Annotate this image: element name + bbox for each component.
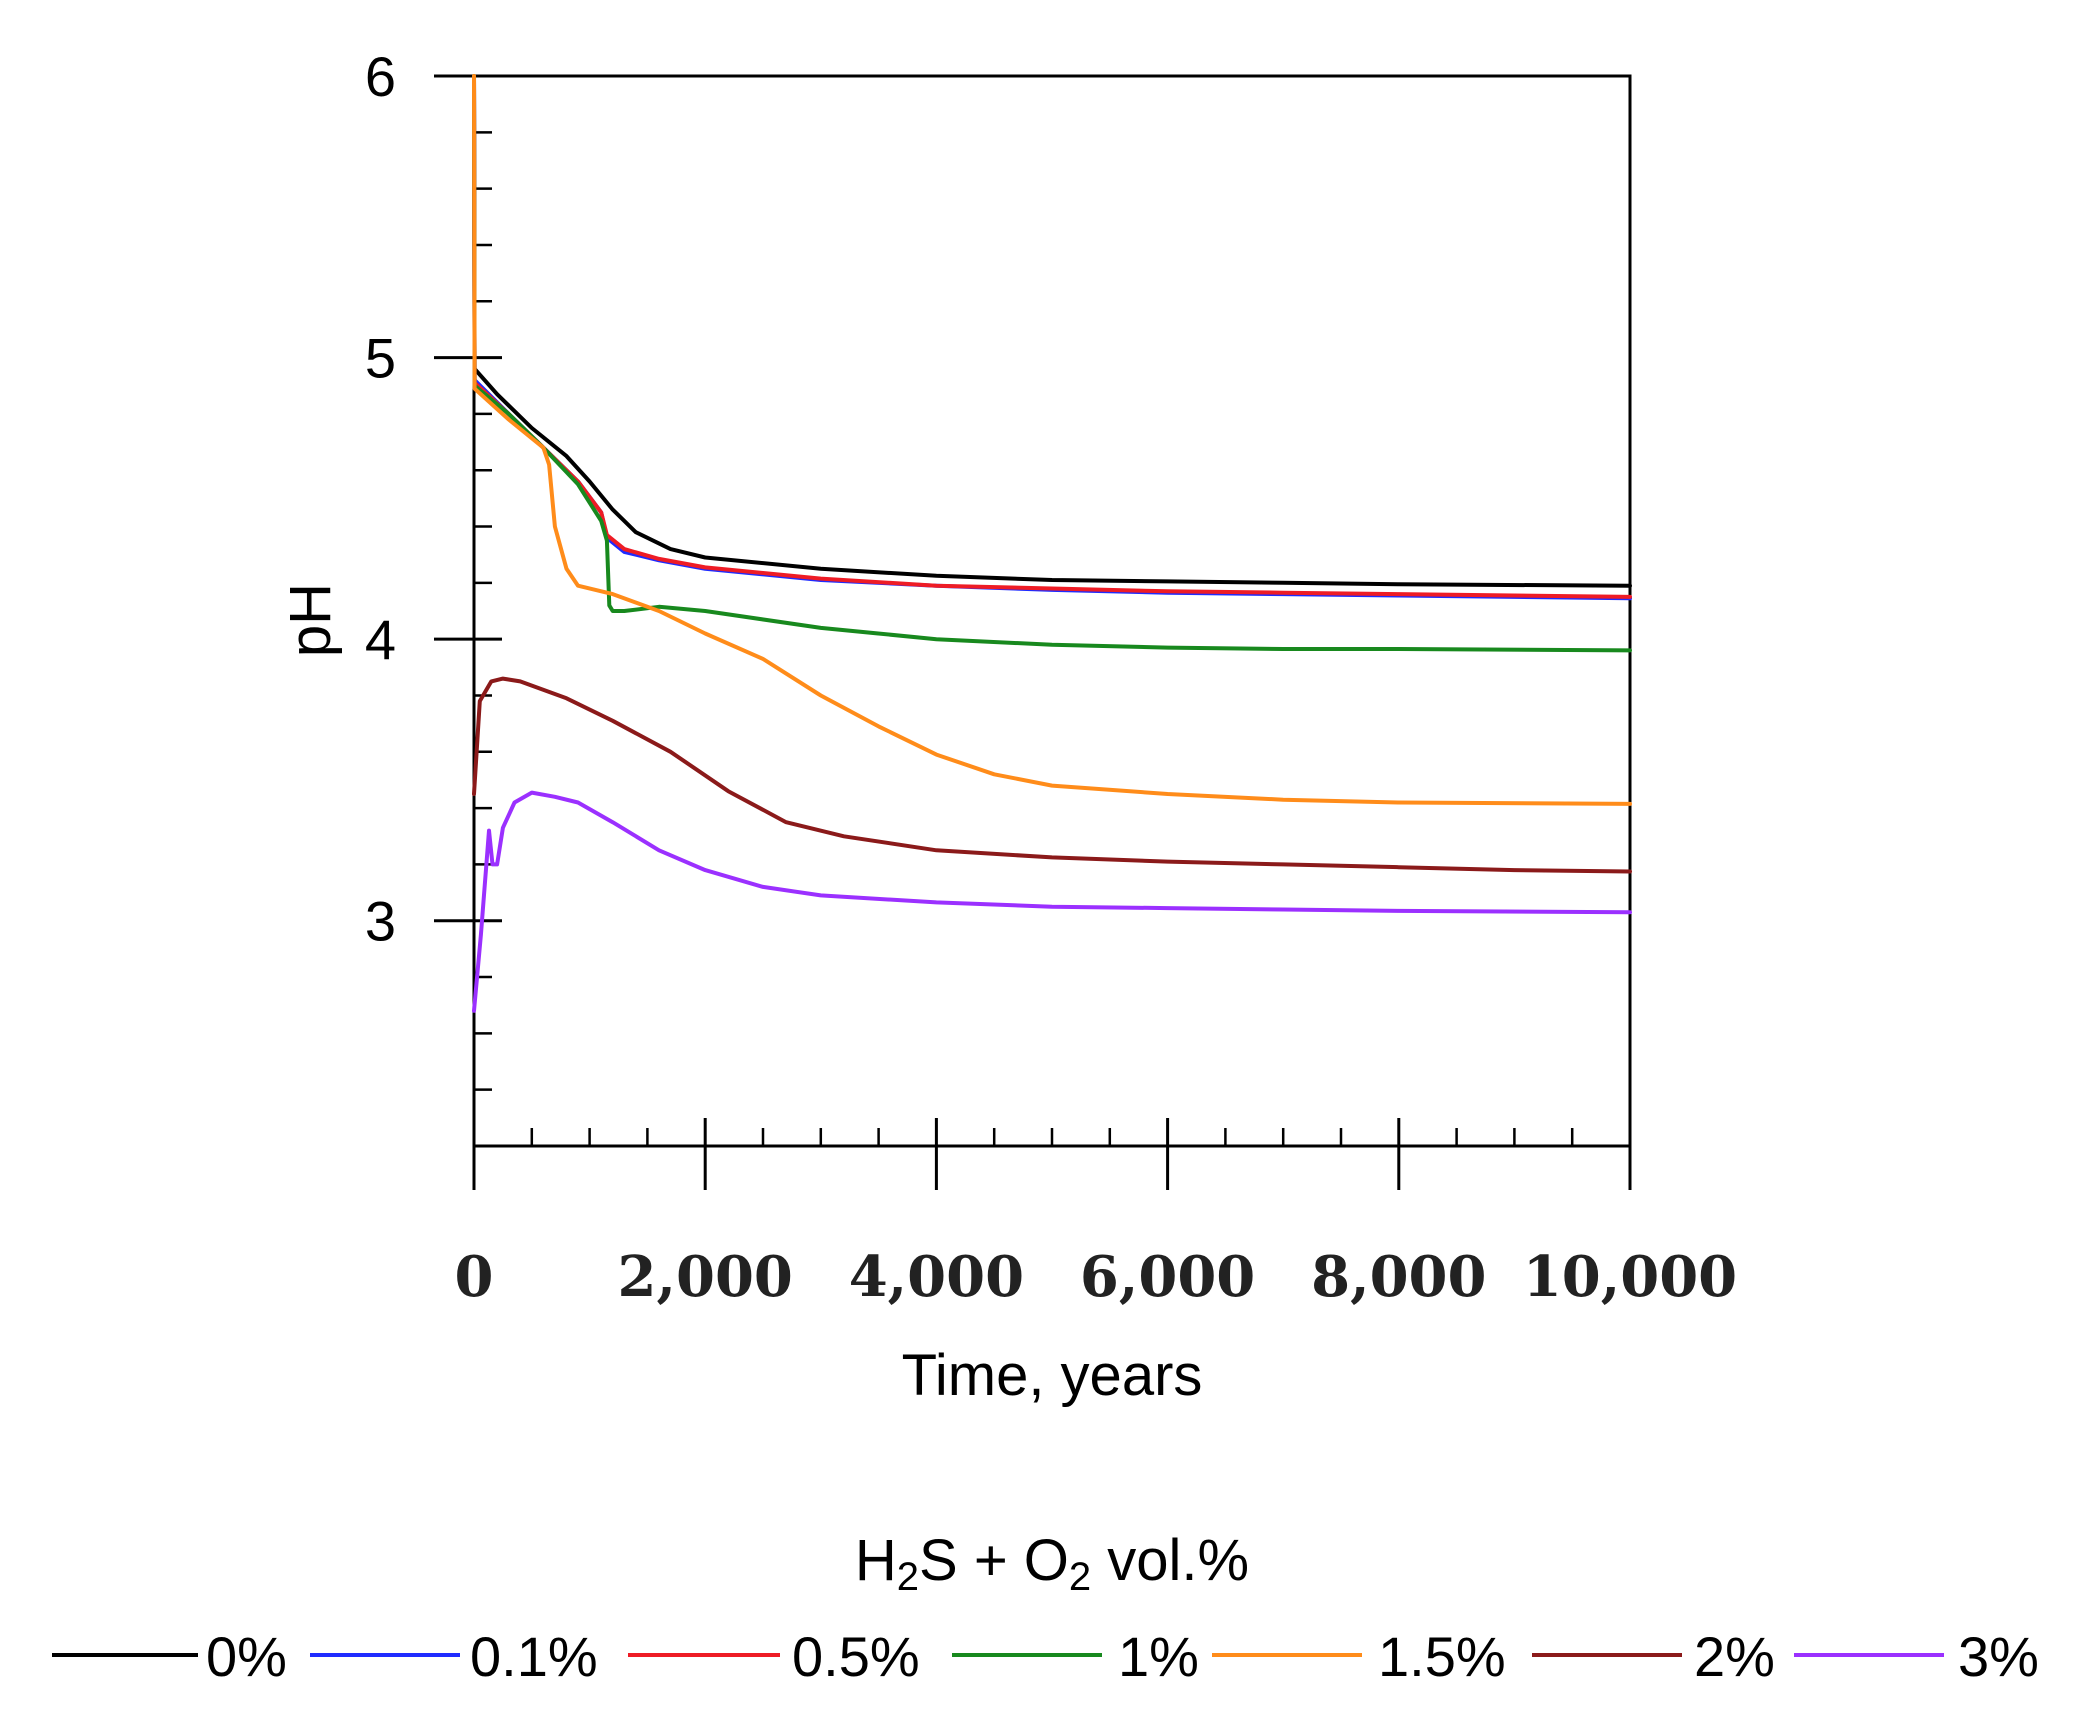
series-line-0pct bbox=[472, 74, 1632, 588]
series-line-2pct bbox=[472, 676, 1632, 874]
y-tick-labels: 3 4 5 6 bbox=[365, 45, 396, 953]
y-tick-label: 4 bbox=[365, 608, 396, 671]
y-tick-label: 3 bbox=[365, 890, 396, 953]
x-axis-label: Time, years bbox=[902, 1343, 1203, 1408]
series-line-1-5pct bbox=[472, 74, 1632, 806]
x-minor-ticks bbox=[530, 1128, 1574, 1146]
legend-label-3pct: 3% bbox=[1958, 1625, 2039, 1688]
y-major-ticks bbox=[434, 74, 502, 923]
legend-label-2pct: 2% bbox=[1694, 1625, 1775, 1688]
x-tick-label: 2,000 bbox=[618, 1244, 793, 1310]
x-tick-label: 4,000 bbox=[849, 1244, 1024, 1310]
series-line-0-5pct bbox=[472, 74, 1632, 599]
plot-frame bbox=[472, 74, 1632, 1148]
y-tick-label: 5 bbox=[365, 327, 396, 390]
legend-label-0-5pct: 0.5% bbox=[792, 1625, 920, 1688]
series-line-0-1pct bbox=[472, 74, 1632, 601]
x-tick-labels: 0 2,000 4,000 6,000 8,000 10,000 bbox=[455, 1244, 1738, 1310]
y-minor-ticks bbox=[474, 131, 492, 1148]
legend-label-0pct: 0% bbox=[206, 1625, 287, 1688]
series-line-3pct bbox=[472, 790, 1632, 1013]
series-lines bbox=[472, 74, 1632, 1013]
y-axis-label: pH bbox=[278, 583, 343, 657]
legend-label-1-5pct: 1.5% bbox=[1378, 1625, 1506, 1688]
y-tick-label: 6 bbox=[365, 45, 396, 108]
series-line-1pct bbox=[472, 74, 1632, 653]
legend-title: H2S + O2 vol.% bbox=[855, 1528, 1249, 1599]
legend: 0% 0.1% 0.5% 1% 1.5% 2% 3% bbox=[52, 1625, 2039, 1688]
legend-label-1pct: 1% bbox=[1118, 1625, 1199, 1688]
x-tick-label: 8,000 bbox=[1311, 1244, 1486, 1310]
x-tick-label: 6,000 bbox=[1080, 1244, 1255, 1310]
legend-label-0-1pct: 0.1% bbox=[470, 1625, 598, 1688]
x-tick-label: 10,000 bbox=[1523, 1244, 1737, 1310]
x-major-ticks bbox=[472, 1118, 1632, 1190]
x-tick-label: 0 bbox=[455, 1244, 494, 1310]
